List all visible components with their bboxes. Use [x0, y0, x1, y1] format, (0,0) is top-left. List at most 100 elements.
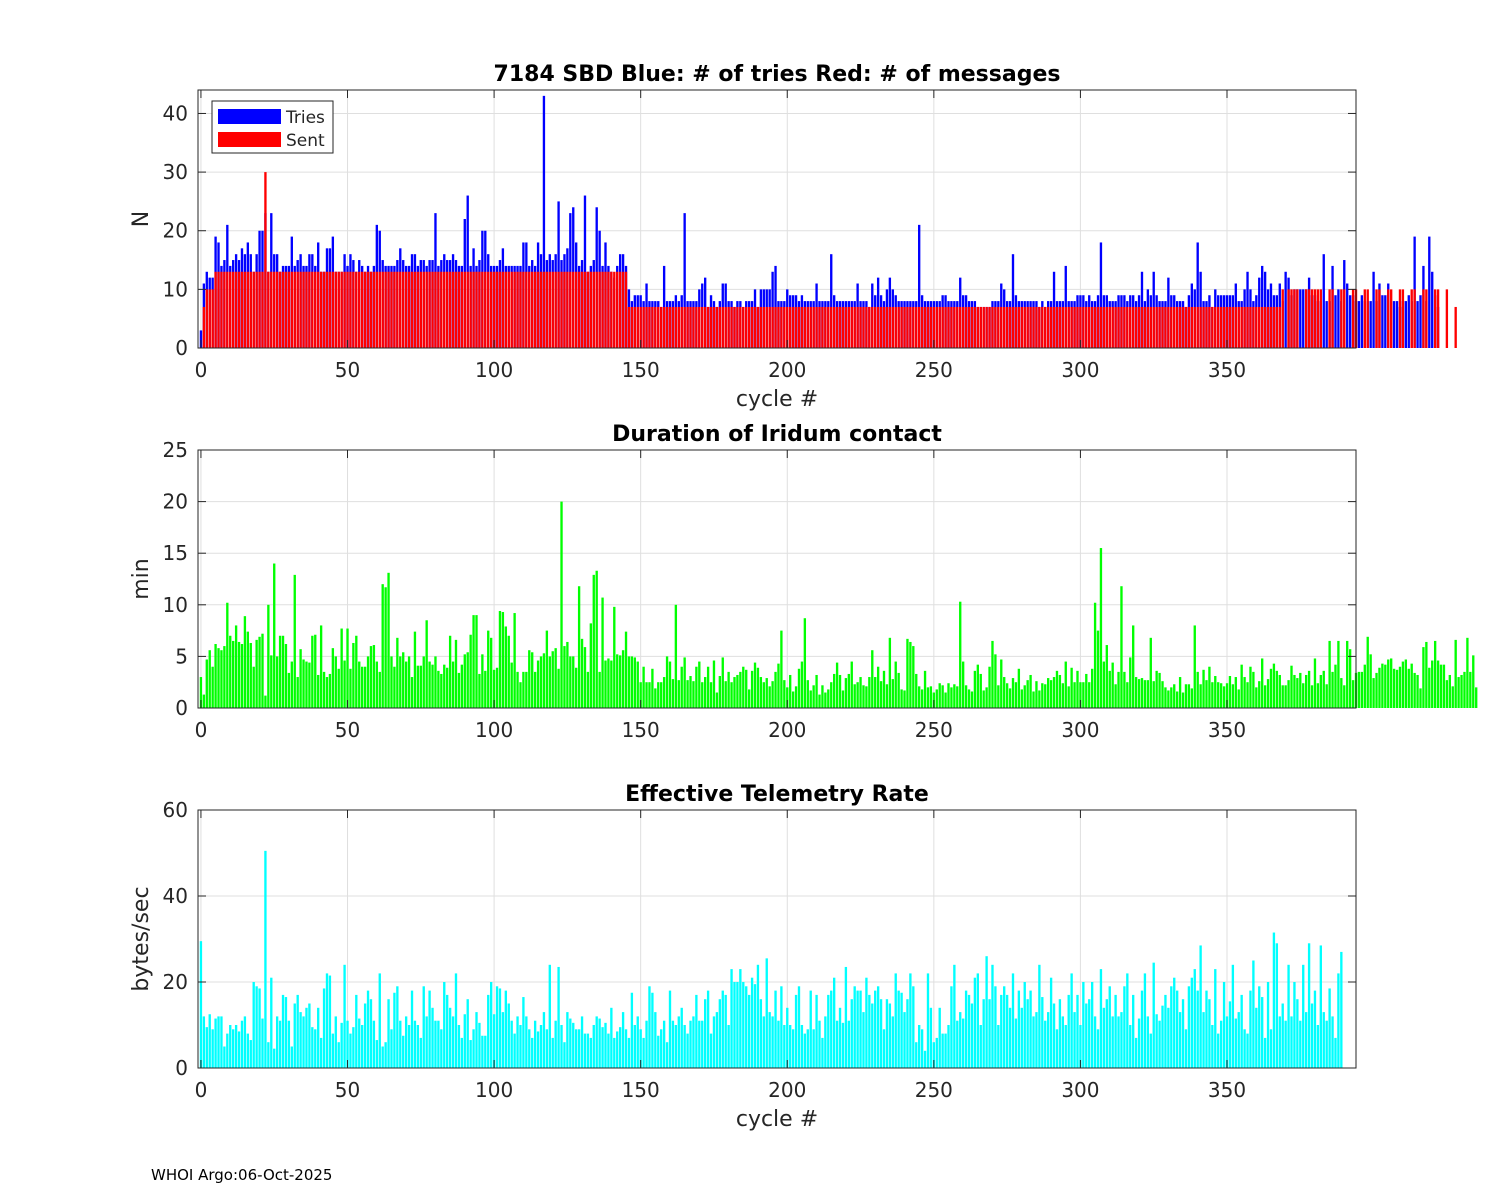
bar-duration	[378, 671, 381, 708]
bar-duration	[1152, 681, 1155, 708]
bar-duration	[1366, 636, 1369, 708]
bar-duration	[885, 684, 889, 708]
bar-sent	[448, 271, 452, 348]
bar-sent	[874, 306, 877, 348]
bar-tries	[1261, 265, 1264, 348]
bar-sent	[604, 271, 607, 348]
bar-duration	[337, 668, 340, 708]
tick-label-x: 200	[768, 718, 806, 742]
bar-rate	[372, 1020, 376, 1068]
bar-duration	[1217, 682, 1220, 708]
bar-rate	[882, 1029, 886, 1068]
bar-sent	[1340, 289, 1343, 348]
bar-rate	[539, 1025, 543, 1068]
bar-duration	[1020, 689, 1023, 708]
bar-sent	[979, 306, 982, 348]
bar-sent	[1134, 306, 1138, 348]
bar-rate	[554, 1020, 557, 1068]
bar-duration	[522, 671, 525, 708]
bar-rate	[1181, 999, 1185, 1068]
bar-rate	[404, 1016, 408, 1068]
bar-duration	[630, 656, 634, 708]
bar-duration	[1372, 678, 1375, 708]
bar-rate	[935, 1037, 938, 1068]
bar-duration	[991, 640, 994, 708]
bar-duration	[290, 661, 293, 708]
bar-duration	[1005, 683, 1009, 708]
bar-rate	[583, 1033, 587, 1068]
bar-duration	[918, 686, 921, 708]
bar-sent	[1117, 306, 1120, 348]
bar-rate	[604, 1022, 607, 1068]
bar-duration	[366, 656, 370, 708]
bar-sent	[399, 271, 402, 348]
bar-rate	[885, 999, 889, 1068]
bar-sent	[727, 306, 730, 348]
bar-rate	[1076, 994, 1079, 1068]
bar-duration	[205, 659, 208, 708]
bar-rate	[1187, 986, 1191, 1068]
bar-rate	[478, 1022, 481, 1068]
bar-rate	[794, 994, 798, 1068]
bar-sent	[296, 271, 299, 348]
bar-duration	[217, 648, 220, 708]
bar-sent	[495, 271, 499, 348]
bar-duration	[1313, 658, 1317, 708]
bar-tries	[1348, 295, 1352, 348]
bar-rate	[232, 1029, 235, 1068]
bar-rate	[220, 1016, 223, 1068]
tick-label-x: 350	[1208, 718, 1246, 742]
bar-duration	[1472, 655, 1475, 708]
bar-duration	[789, 674, 792, 708]
bar-sent	[1445, 289, 1449, 348]
bar-sent	[1111, 306, 1114, 348]
bar-duration	[1205, 680, 1208, 708]
bar-sent	[982, 306, 985, 348]
bar-sent	[1272, 306, 1276, 348]
bar-rate	[830, 990, 833, 1068]
bar-duration	[1436, 660, 1440, 708]
bar-rate	[618, 1027, 622, 1068]
bar-duration	[1284, 685, 1287, 708]
bar-duration	[1404, 659, 1408, 708]
bar-sent	[624, 271, 628, 348]
bar-rate	[208, 1014, 211, 1068]
bar-rate	[1205, 990, 1208, 1068]
bar-duration	[1032, 691, 1035, 708]
bar-duration	[1058, 674, 1062, 708]
bar-duration	[1343, 685, 1346, 708]
bar-duration	[1325, 684, 1328, 708]
bar-duration	[1442, 664, 1446, 708]
bar-rate	[683, 1025, 686, 1068]
bar-duration	[575, 667, 578, 708]
bar-sent	[492, 271, 496, 348]
bar-duration	[372, 645, 376, 708]
bar-rate	[390, 1029, 393, 1068]
bar-sent	[888, 306, 892, 348]
bar-duration	[950, 687, 953, 708]
bar-duration	[1346, 640, 1349, 708]
bar-rate	[689, 1020, 692, 1068]
bar-rate	[431, 1007, 434, 1068]
bar-sent	[959, 306, 962, 348]
bar-duration	[1425, 641, 1428, 708]
bar-sent	[1425, 289, 1428, 348]
bar-rate	[199, 941, 203, 1068]
bar-sent	[592, 271, 595, 348]
bar-duration	[1384, 664, 1387, 708]
bar-sent	[560, 271, 563, 348]
bar-sent	[1202, 306, 1205, 348]
bar-sent	[865, 306, 868, 348]
bar-sent	[618, 271, 622, 348]
bar-rate	[314, 1029, 317, 1068]
bar-sent	[1290, 289, 1293, 348]
bar-sent	[1164, 306, 1167, 348]
bar-duration	[322, 671, 326, 708]
bar-sent	[390, 271, 393, 348]
bar-duration	[982, 690, 985, 708]
bar-sent	[1433, 289, 1437, 348]
bar-sent	[302, 271, 305, 348]
bar-rate	[589, 1037, 593, 1068]
bar-sent	[750, 306, 754, 348]
bar-sent	[1222, 306, 1226, 348]
